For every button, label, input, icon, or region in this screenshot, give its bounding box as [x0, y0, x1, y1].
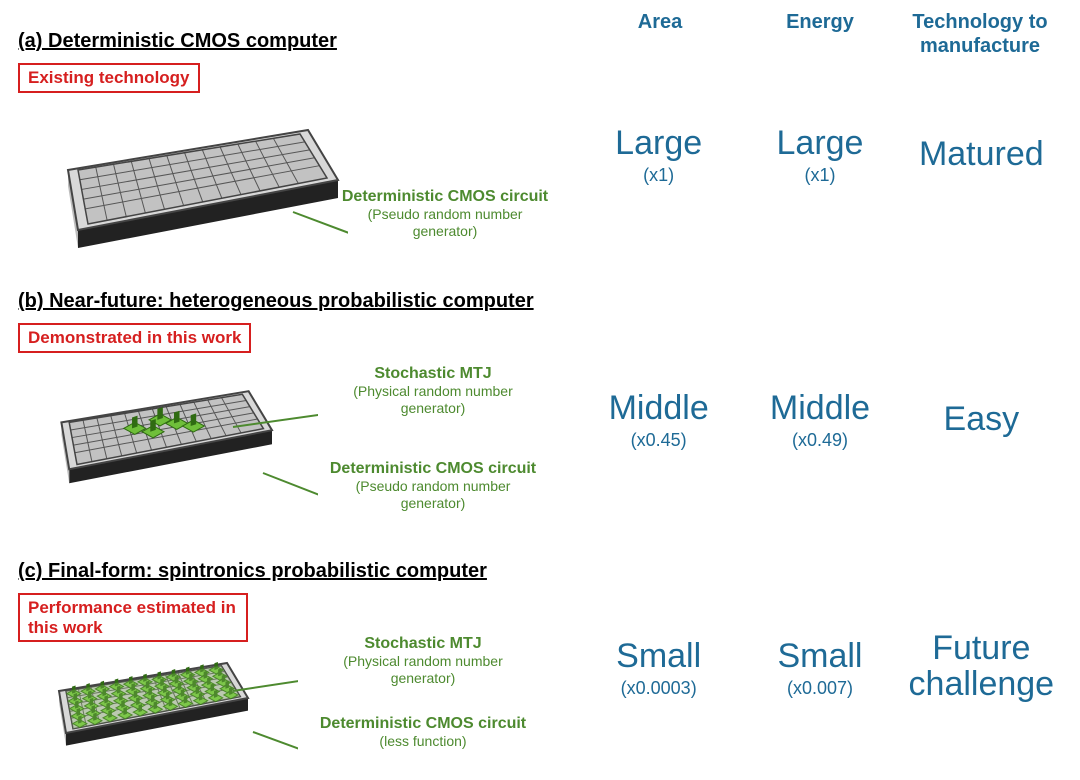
metric-main: Easy — [901, 400, 1062, 439]
row-a-left: (a) Deterministic CMOS computer Existing… — [18, 30, 578, 280]
annot-head: Deterministic CMOS circuit — [342, 188, 548, 205]
annot-sub: (Physical random number generator) — [353, 383, 513, 417]
row-b-left: (b) Near-future: heterogeneous probabili… — [18, 290, 578, 550]
row-a-tech: Matured — [901, 135, 1062, 176]
row-b: (b) Near-future: heterogeneous probabili… — [18, 290, 1062, 550]
row-a-area: Large (x1) — [578, 124, 739, 186]
row-a-energy: Large (x1) — [739, 124, 900, 186]
annot-sub: (less function) — [379, 733, 466, 749]
row-a-tag: Existing technology — [18, 63, 200, 93]
row-c-annot2: Deterministic CMOS circuit (less functio… — [318, 715, 528, 750]
row-c-metrics: Small (x0.0003) Small (x0.007) Future ch… — [578, 560, 1062, 775]
metric-main: Small — [739, 637, 900, 676]
row-b-area: Middle (x0.45) — [578, 389, 739, 451]
annot-sub: (Pseudo random number generator) — [368, 206, 523, 240]
row-b-tech: Easy — [901, 400, 1062, 441]
row-b-tag: Demonstrated in this work — [18, 323, 251, 353]
row-b-title: (b) Near-future: heterogeneous probabili… — [18, 290, 578, 313]
chip-c-diagram — [38, 635, 298, 765]
annot-head: Stochastic MTJ — [374, 365, 491, 382]
metric-main: Middle — [578, 389, 739, 428]
annot-head: Deterministic CMOS circuit — [330, 460, 536, 477]
row-c: (c) Final-form: spintronics probabilisti… — [18, 560, 1062, 775]
row-b-energy: Middle (x0.49) — [739, 389, 900, 451]
annot-sub: (Physical random number generator) — [343, 653, 503, 687]
row-a: (a) Deterministic CMOS computer Existing… — [18, 30, 1062, 280]
chip-a-diagram — [38, 90, 348, 260]
row-c-annot1: Stochastic MTJ (Physical random number g… — [318, 635, 528, 688]
row-c-energy: Small (x0.007) — [739, 637, 900, 699]
row-a-title: (a) Deterministic CMOS computer — [18, 30, 578, 53]
row-b-metrics: Middle (x0.45) Middle (x0.49) Easy — [578, 290, 1062, 550]
metric-main: Large — [578, 124, 739, 163]
metric-main: Small — [578, 637, 739, 676]
annot-head: Stochastic MTJ — [364, 635, 481, 652]
row-c-left: (c) Final-form: spintronics probabilisti… — [18, 560, 578, 775]
metric-sub: (x0.45) — [578, 430, 739, 451]
metric-sub: (x0.49) — [739, 430, 900, 451]
metric-sub: (x0.007) — [739, 678, 900, 699]
metric-main: Matured — [901, 135, 1062, 174]
annot-sub: (Pseudo random number generator) — [356, 478, 511, 512]
row-b-annot2: Deterministic CMOS circuit (Pseudo rando… — [328, 460, 538, 513]
row-c-title: (c) Final-form: spintronics probabilisti… — [18, 560, 578, 583]
metric-main: Large — [739, 124, 900, 163]
row-a-metrics: Large (x1) Large (x1) Matured — [578, 30, 1062, 280]
metric-main: Middle — [739, 389, 900, 428]
row-a-annot1: Deterministic CMOS circuit (Pseudo rando… — [340, 188, 550, 241]
row-c-area: Small (x0.0003) — [578, 637, 739, 699]
metric-sub: (x1) — [578, 165, 739, 186]
row-c-tech: Future challenge — [901, 631, 1062, 704]
chip-b-diagram — [38, 360, 318, 510]
metric-sub: (x0.0003) — [578, 678, 739, 699]
metric-sub: (x1) — [739, 165, 900, 186]
metric-main: Future challenge — [901, 631, 1062, 702]
annot-head: Deterministic CMOS circuit — [320, 715, 526, 732]
row-b-annot1: Stochastic MTJ (Physical random number g… — [328, 365, 538, 418]
